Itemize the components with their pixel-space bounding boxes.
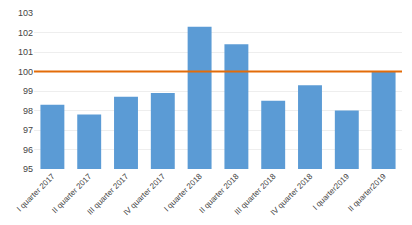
svg-text:I quarter 2017: I quarter 2017	[15, 171, 57, 213]
svg-text:I quarter2019: I quarter2019	[311, 171, 351, 211]
svg-text:97: 97	[23, 125, 33, 135]
svg-text:101: 101	[18, 47, 33, 57]
svg-text:IV quarter 2017: IV quarter 2017	[122, 171, 168, 217]
svg-text:IV quarter 2018: IV quarter 2018	[269, 171, 315, 217]
svg-text:II quarter2019: II quarter2019	[346, 171, 388, 213]
svg-text:100: 100	[18, 67, 33, 77]
svg-text:102: 102	[18, 28, 33, 38]
svg-text:103: 103	[18, 8, 33, 18]
svg-text:II quarter 2017: II quarter 2017	[50, 171, 94, 215]
svg-text:II quarter 2018: II quarter 2018	[197, 171, 241, 215]
svg-text:99: 99	[23, 86, 33, 96]
svg-text:98: 98	[23, 106, 33, 116]
svg-text:III quarter 2017: III quarter 2017	[86, 171, 131, 216]
svg-text:96: 96	[23, 145, 33, 155]
svg-text:95: 95	[23, 164, 33, 174]
svg-text:I quarter 2018: I quarter 2018	[162, 171, 204, 213]
svg-text:III quarter 2018: III quarter 2018	[233, 171, 278, 216]
